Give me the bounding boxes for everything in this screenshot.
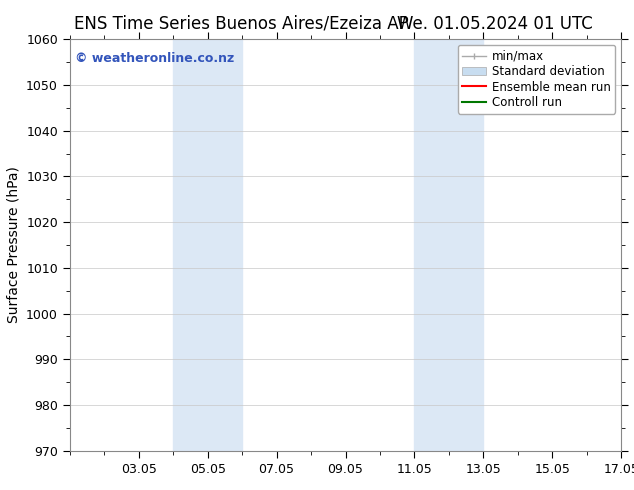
Text: © weatheronline.co.nz: © weatheronline.co.nz [75,51,235,65]
Bar [173,39,242,451]
Bar [415,39,483,451]
Text: We. 01.05.2024 01 UTC: We. 01.05.2024 01 UTC [397,15,592,33]
Legend: min/max, Standard deviation, Ensemble mean run, Controll run: min/max, Standard deviation, Ensemble me… [458,45,616,114]
Text: ENS Time Series Buenos Aires/Ezeiza AP: ENS Time Series Buenos Aires/Ezeiza AP [74,15,408,33]
Y-axis label: Surface Pressure (hPa): Surface Pressure (hPa) [6,167,20,323]
